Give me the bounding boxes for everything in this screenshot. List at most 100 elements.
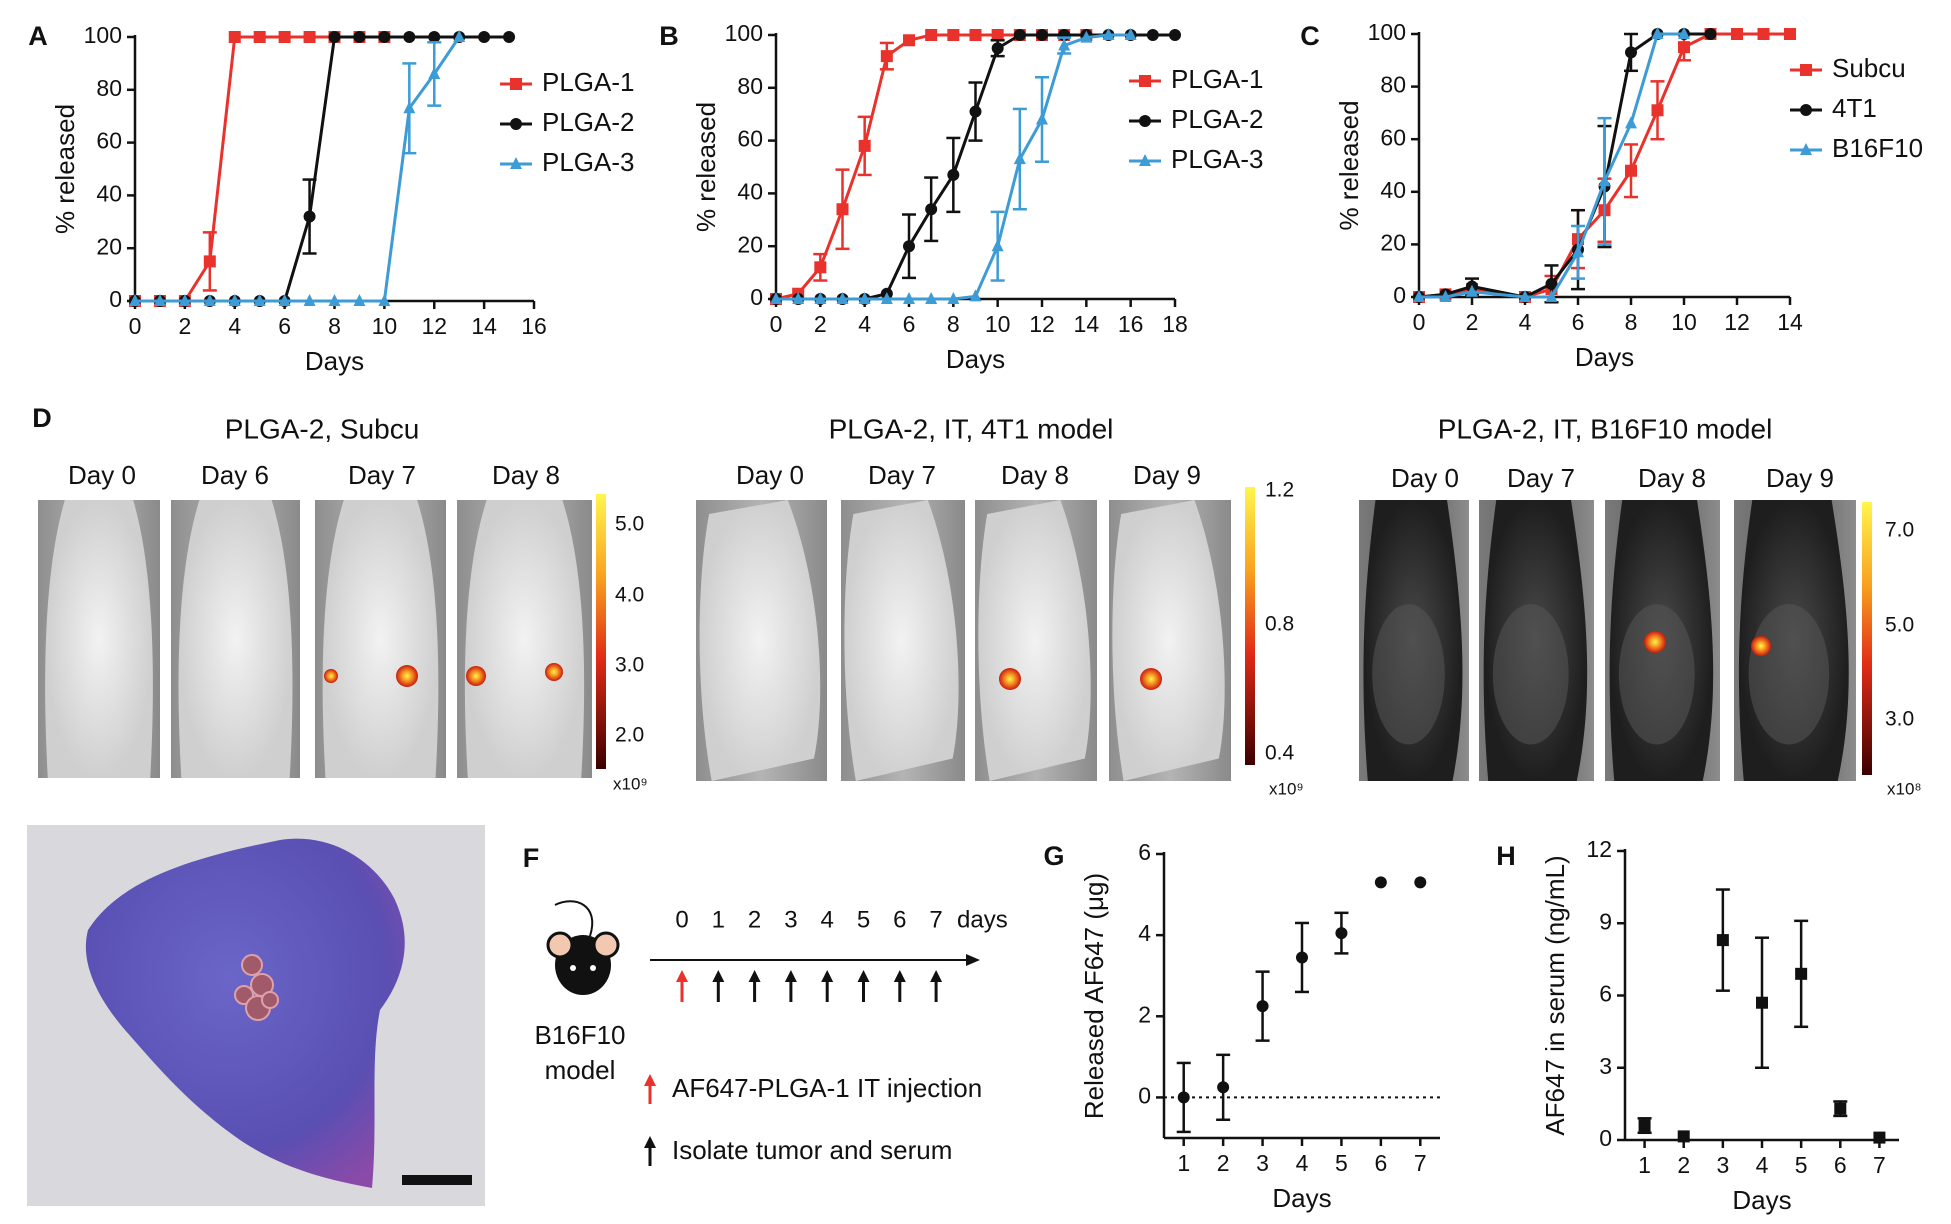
- colorbar-tick-label: 0.8: [1265, 613, 1294, 636]
- signal-spot: [1140, 668, 1162, 690]
- day-label: Day 6: [201, 460, 269, 490]
- marker: [947, 168, 960, 181]
- marker: [278, 31, 291, 43]
- marker: [1439, 290, 1452, 302]
- marker: [503, 31, 516, 43]
- marker: [903, 34, 915, 47]
- arrow-head: [893, 970, 906, 982]
- marker: [1704, 28, 1717, 40]
- marker: [858, 139, 871, 152]
- marker: [814, 292, 827, 304]
- marker: [1413, 290, 1425, 302]
- marker: [253, 31, 266, 43]
- colorbar-tick-label: 3.0: [1885, 708, 1914, 731]
- day-label: Day 8: [492, 460, 560, 490]
- day-label: Day 7: [868, 460, 936, 490]
- timeline-label: 1: [712, 906, 725, 933]
- x-tick-label: 6: [1374, 1150, 1387, 1176]
- day-label: Day 8: [1001, 460, 1069, 490]
- marker: [1013, 29, 1026, 41]
- colorbar-tick-label: 1.2: [1265, 479, 1294, 502]
- mouse-icon-tail: [554, 900, 594, 937]
- marker: [1757, 28, 1770, 40]
- image-group-title: PLGA-2, IT, 4T1 model: [829, 413, 1114, 444]
- y-axis-label: AF647 in serum (ng/mL): [1540, 855, 1570, 1135]
- x-tick-label: 12: [1724, 309, 1750, 335]
- colorbar-tick-label: 5.0: [1885, 614, 1914, 637]
- mouse-body: [178, 500, 293, 778]
- marker: [1784, 28, 1796, 40]
- x-axis-label: Days: [305, 346, 364, 376]
- x-tick-label: 2: [814, 311, 827, 337]
- marker: [1795, 967, 1808, 980]
- x-tick-label: 5: [1335, 1150, 1348, 1176]
- mouse-body: [978, 500, 1091, 781]
- legend-label: PLGA-3: [542, 147, 635, 177]
- marker: [453, 30, 466, 42]
- marker: [353, 31, 366, 43]
- y-tick-label: 6: [1138, 839, 1151, 865]
- x-tick-label: 0: [129, 313, 142, 339]
- marker: [1638, 1119, 1651, 1132]
- y-tick-label: 0: [1393, 282, 1406, 308]
- panel-letter: C: [1300, 21, 1320, 51]
- marker: [836, 203, 849, 216]
- marker: [969, 29, 982, 41]
- marker: [1256, 1000, 1269, 1013]
- marker: [991, 239, 1004, 252]
- x-tick-label: 4: [1296, 1150, 1309, 1176]
- tissue-section: [85, 838, 405, 1188]
- marker: [925, 203, 938, 216]
- day-label: Day 9: [1766, 463, 1834, 493]
- x-tick-label: 18: [1162, 311, 1188, 337]
- x-tick-label: 6: [903, 311, 916, 337]
- particle: [261, 991, 279, 1009]
- colorbar: [1245, 487, 1255, 765]
- mouse-icon-ear: [592, 931, 620, 959]
- colorbar: [1862, 502, 1872, 775]
- x-tick-label: 7: [1414, 1150, 1427, 1176]
- day-label: Day 7: [348, 460, 416, 490]
- arrow-head: [784, 970, 797, 982]
- marker: [947, 292, 960, 304]
- legend-label: 4T1: [1832, 93, 1877, 123]
- marker: [858, 292, 871, 304]
- marker: [228, 294, 241, 306]
- mouse-icon-eye: [570, 965, 576, 971]
- x-tick-label: 4: [228, 313, 241, 339]
- marker: [1834, 1102, 1847, 1115]
- x-tick-label: 16: [1118, 311, 1144, 337]
- legend-label: PLGA-2: [542, 107, 635, 137]
- x-tick-label: 10: [372, 313, 398, 339]
- series-line: [135, 35, 385, 303]
- marker: [947, 29, 960, 41]
- marker: [378, 31, 391, 43]
- y-tick-label: 100: [725, 20, 763, 46]
- marker: [1146, 29, 1159, 41]
- marker: [1625, 46, 1637, 59]
- marker: [1013, 152, 1026, 165]
- y-tick-label: 100: [84, 22, 122, 48]
- x-tick-label: 4: [1756, 1152, 1769, 1178]
- arrow-head: [930, 970, 943, 982]
- marker: [478, 31, 491, 43]
- signal-spot: [466, 666, 486, 686]
- series-line: [135, 35, 510, 303]
- scale-bar: [402, 1175, 472, 1185]
- arrow-head: [748, 970, 761, 982]
- marker: [903, 240, 915, 253]
- signal-spot: [396, 665, 418, 687]
- marker: [1080, 30, 1093, 43]
- y-tick-label: 9: [1599, 908, 1612, 934]
- legend-marker: [510, 157, 522, 169]
- marker: [428, 31, 441, 43]
- model-label: B16F10: [534, 1020, 625, 1050]
- marker: [1572, 245, 1584, 258]
- mouse-body: [45, 500, 153, 778]
- mouse-fur: [1492, 603, 1569, 745]
- series-line: [135, 36, 461, 303]
- y-tick-label: 80: [737, 73, 763, 99]
- marker: [1598, 174, 1611, 187]
- legend-text: AF647-PLGA-1 IT injection: [672, 1073, 982, 1103]
- x-tick-label: 14: [1777, 309, 1803, 335]
